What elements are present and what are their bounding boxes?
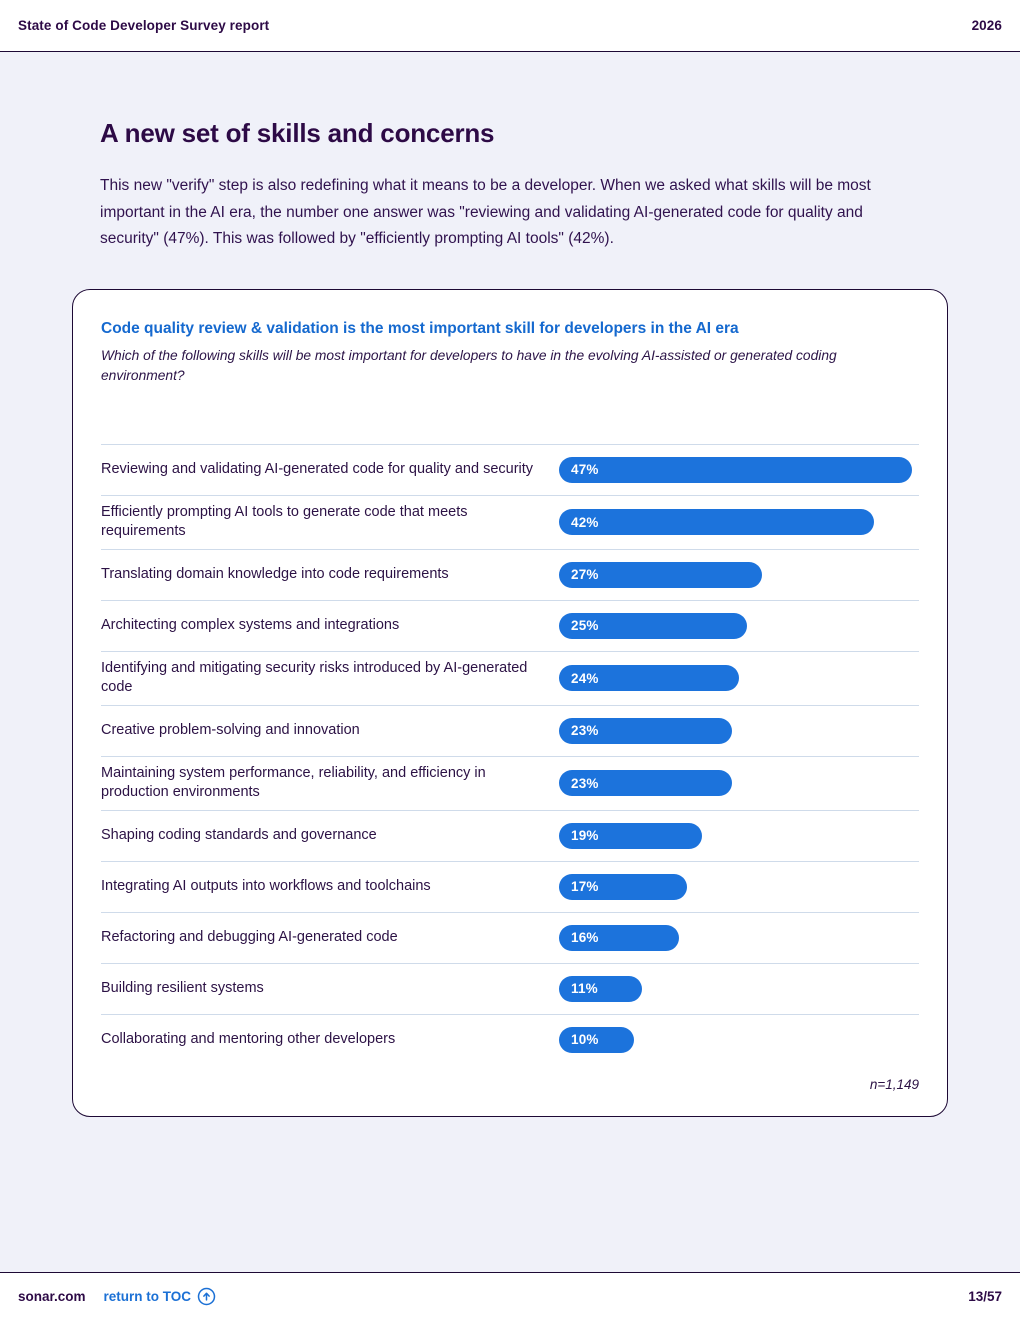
page-footer: sonar.com return to TOC 13/57 [0,1272,1020,1320]
chart-rows: Reviewing and validating AI-generated co… [101,443,919,1065]
bar-track: 47% [559,456,919,483]
return-to-toc-link[interactable]: return to TOC [104,1287,217,1306]
bar: 17% [559,873,687,900]
chart-card: Code quality review & validation is the … [72,288,948,1117]
bar-track: 17% [559,873,919,900]
bar-track: 23% [559,770,919,796]
row-label: Integrating AI outputs into workflows an… [101,877,431,894]
bar-track: 42% [559,509,919,535]
bar: 10% [559,1026,634,1053]
bar: 27% [559,561,762,588]
row-label: Maintaining system performance, reliabil… [101,764,486,801]
intro-paragraph: This new "verify" step is also redefinin… [100,177,871,247]
bar-track: 23% [559,717,919,744]
bar-track: 27% [559,561,919,588]
chart-row: Building resilient systems 11% [101,962,919,1014]
section-title: A new set of skills and concerns [100,118,495,148]
chart-row: Translating domain knowledge into code r… [101,548,919,600]
row-label: Translating domain knowledge into code r… [101,565,449,582]
bar: 25% [559,612,747,639]
chart-row: Efficiently prompting AI tools to genera… [101,494,919,549]
bar-track: 16% [559,924,919,951]
bar: 16% [559,924,679,951]
bar: 47% [559,456,912,483]
site-link[interactable]: sonar.com [18,1289,86,1304]
bar-track: 24% [559,665,919,691]
report-title: State of Code Developer Survey report [18,18,270,33]
report-year: 2026 [971,18,1002,33]
bar: 42% [559,509,874,535]
bar-track: 11% [559,975,919,1002]
chart-row: Architecting complex systems and integra… [101,599,919,651]
bar: 24% [559,665,739,691]
row-label: Creative problem-solving and innovation [101,721,360,738]
chart-row: Identifying and mitigating security risk… [101,650,919,705]
bar: 11% [559,975,642,1002]
bar-track: 10% [559,1026,919,1053]
row-label: Efficiently prompting AI tools to genera… [101,503,468,540]
report-header: State of Code Developer Survey report 20… [0,0,1020,52]
chart-row: Shaping coding standards and governance … [101,809,919,861]
page-body: A new set of skills and concerns This ne… [0,118,1020,1117]
row-label: Building resilient systems [101,979,264,996]
chart-row: Refactoring and debugging AI-generated c… [101,911,919,963]
row-label: Refactoring and debugging AI-generated c… [101,928,398,945]
chart-row: Integrating AI outputs into workflows an… [101,860,919,912]
bar: 23% [559,717,732,744]
bar: 19% [559,822,702,849]
bar: 23% [559,770,732,796]
row-label: Architecting complex systems and integra… [101,616,400,633]
row-label: Identifying and mitigating security risk… [101,659,528,696]
row-label: Reviewing and validating AI-generated co… [101,460,534,477]
row-label: Shaping coding standards and governance [101,826,377,843]
sample-size-note: n=1,149 [869,1076,919,1092]
footer-left: sonar.com return to TOC [18,1287,216,1306]
chart-subtitle: Which of the following skills will be mo… [101,347,837,383]
chart-row: Collaborating and mentoring other develo… [101,1013,919,1065]
bar-track: 25% [559,612,919,639]
chart-row: Creative problem-solving and innovation … [101,704,919,756]
page-number: 13/57 [968,1289,1002,1304]
bar-track: 19% [559,822,919,849]
row-label: Collaborating and mentoring other develo… [101,1030,396,1047]
arrow-up-circle-icon [197,1287,216,1306]
chart-row: Maintaining system performance, reliabil… [101,755,919,810]
return-to-toc-label: return to TOC [103,1289,192,1304]
chart-row: Reviewing and validating AI-generated co… [101,443,919,495]
chart-title: Code quality review & validation is the … [101,319,739,337]
